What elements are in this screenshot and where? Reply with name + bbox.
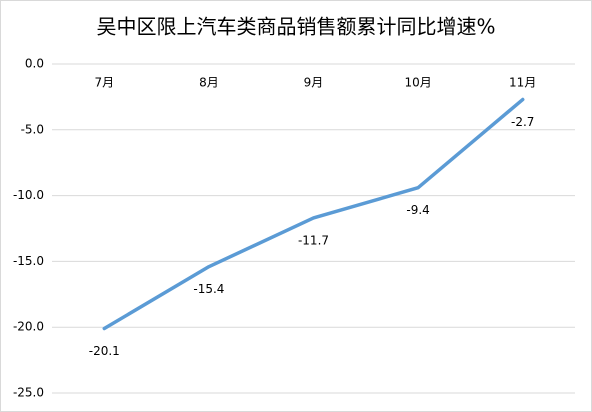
data-label: -15.4 bbox=[193, 282, 224, 296]
x-tick-label: 11月 bbox=[509, 76, 536, 90]
data-label: -20.1 bbox=[89, 344, 120, 358]
x-tick-label: 10月 bbox=[404, 76, 431, 90]
x-tick-label: 9月 bbox=[304, 76, 324, 90]
y-tick-label: -15.0 bbox=[13, 254, 44, 268]
y-tick-label: 0.0 bbox=[25, 57, 44, 71]
y-tick-label: -20.0 bbox=[13, 320, 44, 334]
data-label: -11.7 bbox=[298, 233, 329, 247]
data-label: -2.7 bbox=[511, 115, 534, 129]
data-line bbox=[102, 97, 525, 331]
chart-title: 吴中区限上汽车类商品销售额累计同比增速% bbox=[96, 15, 495, 39]
y-tick-label: -25.0 bbox=[13, 386, 44, 400]
data-label: -9.4 bbox=[406, 203, 429, 217]
y-tick-label: -10.0 bbox=[13, 188, 44, 202]
x-tick-label: 8月 bbox=[199, 76, 219, 90]
y-tick-label: -5.0 bbox=[21, 122, 44, 136]
x-tick-label: 7月 bbox=[94, 76, 114, 90]
